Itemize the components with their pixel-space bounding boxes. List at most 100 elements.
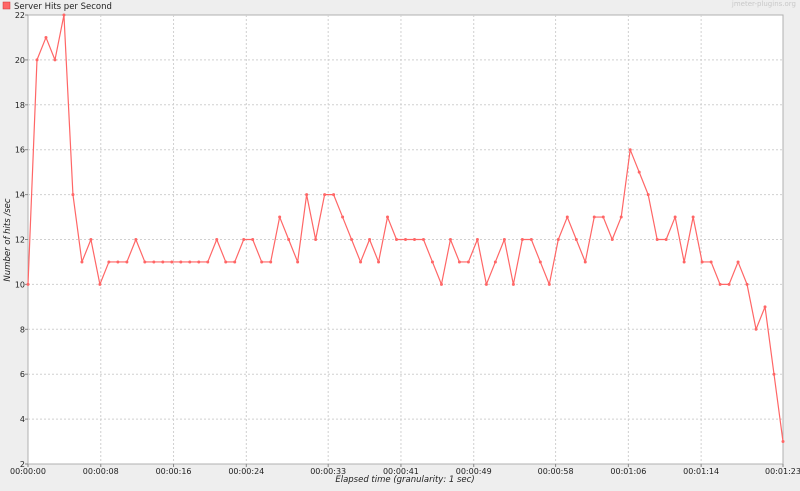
data-point bbox=[520, 238, 524, 241]
data-point bbox=[556, 238, 560, 241]
data-point bbox=[439, 282, 443, 286]
data-point bbox=[215, 238, 219, 241]
data-point bbox=[350, 238, 354, 241]
data-point bbox=[655, 238, 659, 241]
x-tick-label: 00:01:14 bbox=[683, 467, 719, 476]
data-point bbox=[359, 260, 363, 264]
data-point bbox=[754, 327, 758, 331]
data-point bbox=[53, 58, 57, 62]
data-point bbox=[26, 282, 30, 286]
data-point bbox=[341, 215, 345, 219]
y-axis-title: Number of hits /sec bbox=[3, 198, 13, 281]
data-point bbox=[538, 260, 542, 264]
data-point bbox=[71, 193, 75, 197]
data-point bbox=[287, 238, 291, 241]
y-tick-label: 16 bbox=[15, 146, 25, 155]
data-point bbox=[718, 282, 722, 286]
data-point bbox=[404, 238, 407, 241]
data-point bbox=[574, 238, 578, 241]
data-point bbox=[206, 260, 210, 264]
data-point bbox=[242, 238, 246, 241]
data-point bbox=[386, 215, 390, 219]
y-tick-label: 10 bbox=[15, 280, 25, 289]
data-point bbox=[646, 193, 650, 197]
y-tick-label: 18 bbox=[15, 101, 25, 110]
x-tick-label: 00:00:16 bbox=[156, 467, 192, 476]
data-point bbox=[673, 215, 677, 219]
watermark: jmeter-plugins.org bbox=[731, 0, 796, 8]
data-point bbox=[664, 238, 668, 241]
data-point bbox=[269, 260, 273, 264]
data-point bbox=[619, 215, 623, 219]
x-tick-label: 00:00:49 bbox=[456, 467, 492, 476]
data-point bbox=[466, 260, 470, 264]
y-tick-label: 20 bbox=[15, 56, 25, 65]
x-tick-label: 00:01:23 bbox=[765, 467, 800, 476]
series-layer bbox=[26, 13, 785, 444]
data-point bbox=[296, 260, 300, 264]
data-point bbox=[377, 260, 381, 264]
data-point bbox=[260, 260, 264, 264]
data-point bbox=[143, 260, 147, 264]
data-point bbox=[601, 215, 605, 219]
data-point bbox=[547, 282, 551, 286]
data-point bbox=[125, 260, 129, 264]
data-point bbox=[412, 238, 416, 241]
data-point bbox=[44, 35, 48, 39]
data-point bbox=[421, 238, 425, 241]
data-point bbox=[134, 238, 138, 241]
data-point bbox=[583, 260, 587, 264]
data-point bbox=[700, 260, 704, 264]
y-axis: 2 4 6 8 10 12 14 16 18 20 22 bbox=[15, 11, 28, 469]
legend-swatch bbox=[2, 1, 11, 10]
data-point bbox=[457, 260, 461, 264]
grid-lines bbox=[28, 15, 783, 464]
x-tick-label: 00:00:41 bbox=[383, 467, 419, 476]
data-point bbox=[502, 238, 506, 241]
data-point bbox=[772, 372, 776, 376]
data-point bbox=[188, 260, 192, 264]
y-tick-label: 8 bbox=[20, 325, 25, 334]
data-point bbox=[745, 282, 749, 286]
data-point bbox=[691, 215, 695, 219]
data-point bbox=[35, 58, 39, 62]
x-tick-label: 00:00:33 bbox=[310, 467, 346, 476]
data-point bbox=[224, 260, 228, 264]
data-point bbox=[323, 193, 327, 197]
data-point bbox=[233, 260, 237, 264]
y-tick-label: 14 bbox=[15, 191, 25, 200]
x-tick-label: 00:00:00 bbox=[10, 467, 46, 476]
data-point bbox=[592, 215, 596, 219]
data-point bbox=[170, 260, 174, 264]
x-tick-label: 00:00:58 bbox=[538, 467, 574, 476]
data-point bbox=[511, 282, 515, 286]
data-point bbox=[781, 440, 785, 444]
data-point bbox=[98, 282, 102, 286]
data-point bbox=[395, 238, 399, 241]
data-point bbox=[161, 260, 165, 264]
x-axis-title: Elapsed time (granularity: 1 sec) bbox=[335, 475, 474, 485]
y-tick-label: 12 bbox=[15, 236, 25, 245]
y-tick-label: 6 bbox=[20, 370, 25, 379]
data-point bbox=[89, 238, 93, 241]
data-point bbox=[305, 193, 309, 197]
data-point bbox=[332, 193, 336, 197]
data-point bbox=[314, 238, 318, 241]
y-tick-label: 4 bbox=[20, 415, 25, 424]
data-point bbox=[682, 260, 686, 264]
y-tick-label: 2 bbox=[20, 460, 25, 469]
x-tick-label: 00:01:06 bbox=[610, 467, 646, 476]
data-point bbox=[637, 170, 641, 174]
data-point bbox=[430, 260, 434, 264]
legend-label: Server Hits per Second bbox=[14, 2, 112, 12]
data-point bbox=[475, 238, 479, 241]
data-point bbox=[610, 238, 614, 241]
data-point bbox=[368, 238, 372, 241]
y-tick-label: 22 bbox=[15, 11, 25, 20]
data-point bbox=[152, 260, 156, 264]
data-point bbox=[197, 260, 201, 264]
x-tick-label: 00:00:24 bbox=[228, 467, 264, 476]
data-point bbox=[763, 305, 767, 309]
